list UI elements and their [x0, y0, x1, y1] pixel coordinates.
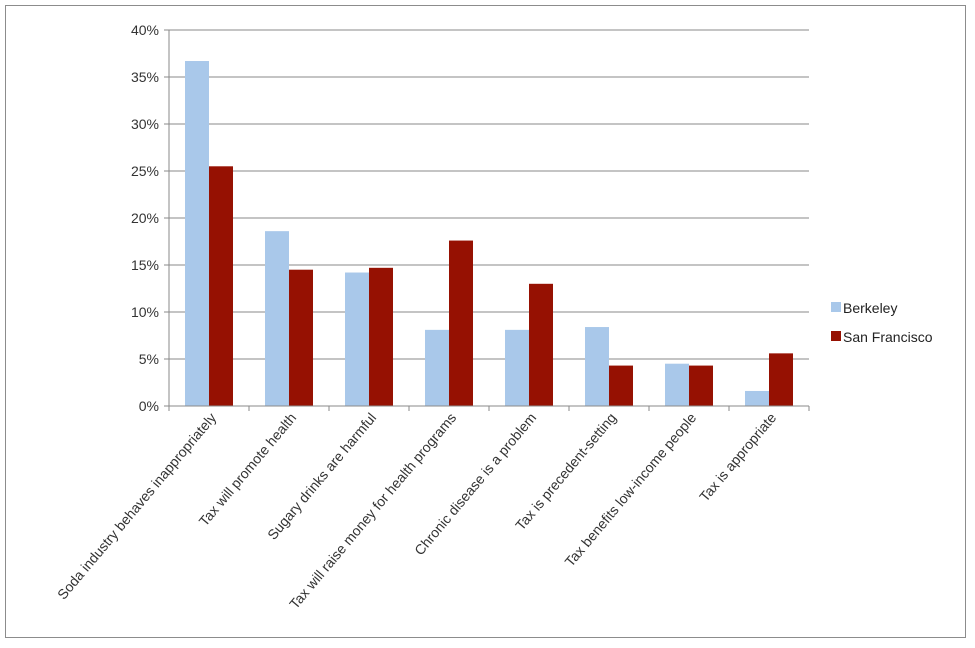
bar-chart: 0% 5% 10% 15% 20% 25% 30% 35% 40% Soda industry … — [54, 22, 933, 612]
legend-label: Berkeley — [843, 300, 897, 316]
legend: Berkeley San Francisco — [831, 300, 933, 345]
category-label: Tax is appropriate — [696, 409, 779, 504]
y-tick-label: 5% — [139, 351, 159, 367]
bar-san-francisco — [209, 166, 233, 406]
category-label: Tax will raise money for health programs — [286, 410, 459, 612]
axes — [164, 29, 810, 411]
y-tick-label: 10% — [131, 304, 159, 320]
y-tick-label: 15% — [131, 257, 159, 273]
bar-san-francisco — [609, 365, 633, 406]
bar-san-francisco — [689, 365, 713, 406]
bar-berkeley — [345, 272, 369, 406]
bar-berkeley — [745, 390, 769, 406]
y-tick-labels: 0% 5% 10% 15% 20% 25% 30% 35% 40% — [131, 22, 159, 414]
y-tick-label: 20% — [131, 210, 159, 226]
bar-berkeley — [665, 363, 689, 406]
bar-berkeley — [425, 329, 449, 406]
y-tick-label: 35% — [131, 69, 159, 85]
category-labels: Soda industry behaves inappropriately Tax… — [54, 409, 779, 611]
bar-berkeley — [585, 327, 609, 406]
legend-label: San Francisco — [843, 329, 933, 345]
bar-san-francisco — [449, 240, 473, 406]
bar-berkeley — [185, 61, 209, 407]
y-tick-label: 25% — [131, 163, 159, 179]
bar-san-francisco — [769, 353, 793, 406]
legend-swatch — [831, 302, 841, 312]
bars — [185, 61, 793, 407]
bar-berkeley — [505, 329, 529, 406]
y-tick-label: 0% — [139, 398, 159, 414]
bar-san-francisco — [369, 267, 393, 406]
chart-frame: 0% 5% 10% 15% 20% 25% 30% 35% 40% Soda industry … — [5, 5, 966, 638]
bar-berkeley — [265, 231, 289, 406]
y-tick-label: 30% — [131, 116, 159, 132]
bar-san-francisco — [289, 269, 313, 406]
y-tick-label: 40% — [131, 22, 159, 38]
category-label: Soda industry behaves inappropriately — [54, 410, 219, 603]
legend-swatch — [831, 331, 841, 341]
bar-san-francisco — [529, 283, 553, 406]
category-label: Tax benefits low-income people — [561, 409, 699, 569]
